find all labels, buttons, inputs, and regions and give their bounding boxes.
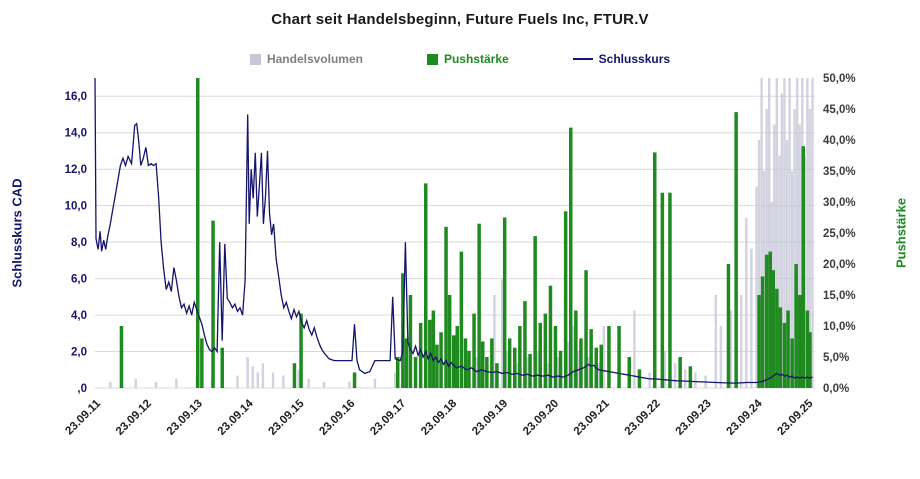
svg-text:10,0%: 10,0% — [823, 321, 856, 333]
svg-text:23.09.14: 23.09.14 — [216, 397, 257, 438]
svg-text:15,0%: 15,0% — [823, 290, 856, 302]
legend-item-push: Pushstärke — [426, 52, 509, 66]
svg-text:23.09.24: 23.09.24 — [724, 397, 765, 438]
svg-text:14,0: 14,0 — [65, 128, 87, 140]
left-axis-ticks: 16,0 14,0 12,0 10,0 8,0 6,0 4,0 2,0 ,0 — [65, 91, 87, 395]
svg-text:23.09.15: 23.09.15 — [266, 397, 307, 438]
x-axis-labels: 23.09.11 23.09.12 23.09.13 23.09.14 23.09.15… — [63, 397, 816, 438]
chart-title: Chart seit Handelsbeginn, Future Fuels I… — [271, 11, 649, 28]
svg-text:23.09.13: 23.09.13 — [165, 398, 205, 438]
svg-text:23.09.20: 23.09.20 — [521, 398, 561, 438]
svg-text:0,0%: 0,0% — [823, 383, 849, 395]
svg-text:23.09.16: 23.09.16 — [317, 398, 357, 438]
legend-label-push: Pushstärke — [443, 52, 509, 66]
svg-text:23.09.18: 23.09.18 — [419, 397, 460, 438]
svg-text:4,0: 4,0 — [71, 310, 87, 322]
legend-label-volume: Handelsvolumen — [266, 52, 363, 66]
svg-text:23.09.23: 23.09.23 — [674, 398, 714, 438]
svg-text:35,0%: 35,0% — [823, 166, 856, 178]
legend-label-close: Schlusskurs — [598, 52, 671, 66]
svg-text:25,0%: 25,0% — [823, 228, 856, 240]
svg-text:45,0%: 45,0% — [823, 104, 856, 116]
svg-text:23.09.25: 23.09.25 — [775, 397, 816, 438]
legend-item-volume: Handelsvolumen — [249, 52, 363, 66]
svg-text:20,0%: 20,0% — [823, 259, 856, 271]
svg-text:,0: ,0 — [77, 383, 87, 395]
svg-text:23.09.19: 23.09.19 — [470, 398, 510, 438]
close-line-swatch-icon — [572, 58, 593, 60]
volume-swatch-icon — [249, 53, 261, 65]
svg-text:10,0: 10,0 — [65, 201, 87, 213]
chart-canvas: 16,0 14,0 12,0 10,0 8,0 6,0 4,0 2,0 ,0 50,0% 45,0%… — [63, 73, 856, 438]
svg-text:16,0: 16,0 — [65, 91, 87, 103]
right-axis-ticks: 50,0% 45,0% 40,0% 35,0% 30,0% 25,0% 20,0% 15,0%… — [823, 73, 856, 395]
svg-text:5,0%: 5,0% — [823, 352, 849, 364]
svg-text:23.09.21: 23.09.21 — [572, 397, 613, 438]
svg-text:12,0: 12,0 — [65, 164, 87, 176]
svg-text:23.09.22: 23.09.22 — [623, 398, 663, 438]
svg-text:8,0: 8,0 — [71, 237, 87, 249]
svg-text:23.09.11: 23.09.11 — [63, 397, 103, 437]
svg-text:23.09.12: 23.09.12 — [114, 398, 154, 438]
svg-text:23.09.17: 23.09.17 — [368, 398, 408, 438]
svg-text:6,0: 6,0 — [71, 274, 87, 286]
svg-text:40,0%: 40,0% — [823, 135, 856, 147]
legend-item-close: Schlusskurs — [572, 52, 671, 66]
push-bars — [119, 78, 812, 388]
push-swatch-icon — [426, 53, 438, 65]
legend: Handelsvolumen Pushstärke Schlusskurs — [0, 52, 920, 66]
svg-text:2,0: 2,0 — [71, 347, 87, 359]
svg-text:30,0%: 30,0% — [823, 197, 856, 209]
close-line — [94, 77, 813, 384]
svg-text:50,0%: 50,0% — [823, 73, 856, 85]
